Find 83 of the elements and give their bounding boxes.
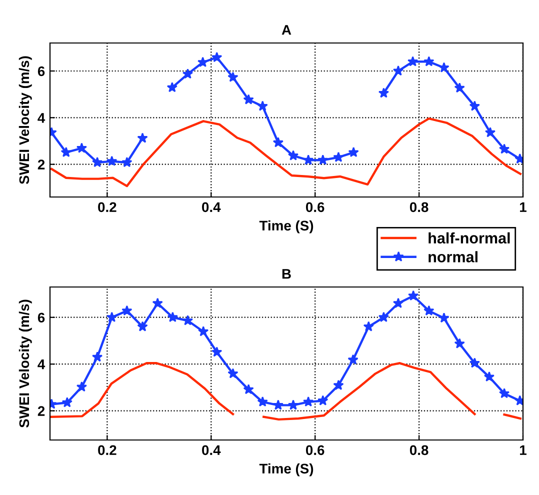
point (228, 368, 238, 378)
legend-label: normal (428, 251, 478, 262)
point (167, 312, 178, 322)
point (272, 137, 284, 148)
y-tick-label: 6 (38, 66, 45, 76)
y-tick-label: 4 (38, 360, 46, 370)
point (257, 100, 268, 111)
point (498, 144, 510, 154)
point (438, 62, 450, 72)
point (484, 127, 496, 138)
point (92, 156, 103, 168)
y-tick-label: 6 (38, 312, 45, 323)
point (243, 384, 254, 394)
y-axis-title: SWEI Velocity (m/s) (18, 300, 32, 428)
x-tick-label: 1 (520, 202, 526, 212)
y-tick-label: 4 (38, 113, 46, 123)
point (469, 100, 480, 111)
point (272, 400, 284, 410)
x-tick-label: 0.6 (306, 445, 324, 456)
point (333, 152, 344, 162)
point (182, 315, 194, 326)
point (454, 338, 465, 348)
point (303, 154, 314, 165)
point (333, 380, 344, 390)
point (76, 142, 88, 153)
point (76, 381, 88, 392)
point (484, 371, 495, 382)
point (152, 298, 163, 308)
y-axis-title: SWEI Velocity (m/s) (18, 56, 32, 184)
line-series (50, 117, 522, 188)
point (198, 326, 209, 336)
point (228, 72, 238, 82)
point (407, 56, 418, 66)
x-tick-label: 0.4 (202, 202, 221, 212)
point (197, 56, 208, 67)
y-tick-label: 2 (38, 160, 45, 170)
point (106, 156, 118, 166)
point (392, 65, 404, 76)
point (469, 358, 480, 368)
x-tick-label: 0.8 (410, 202, 428, 212)
point (378, 312, 390, 322)
point (122, 156, 132, 168)
point (392, 298, 404, 308)
point (303, 396, 314, 407)
x-tick-label: 0.6 (306, 202, 324, 212)
point (348, 146, 359, 158)
x-tick-label: 0.8 (410, 445, 428, 456)
point (257, 396, 268, 407)
point (288, 150, 299, 160)
point (288, 400, 299, 410)
point (438, 312, 450, 323)
x-tick-label: 1 (520, 445, 526, 455)
point (137, 321, 148, 332)
point (182, 68, 194, 79)
point (318, 154, 328, 165)
point (62, 397, 72, 408)
x-tick-label: 0.2 (98, 445, 116, 456)
point (212, 346, 222, 357)
point (212, 52, 222, 62)
point (318, 395, 328, 406)
x-axis-title: Time (S) (259, 463, 314, 476)
legend-label: half-normal (428, 232, 510, 244)
chart-title: B (282, 269, 291, 279)
point (137, 132, 148, 143)
point (498, 388, 510, 398)
point (60, 146, 72, 158)
point (363, 321, 374, 332)
point (122, 305, 132, 316)
point (92, 352, 103, 362)
point (454, 82, 465, 93)
point (424, 305, 434, 316)
x-axis-title: Time (S) (259, 220, 314, 234)
point (243, 94, 254, 104)
y-tick-label: 2 (38, 406, 45, 416)
point (106, 312, 118, 322)
point (378, 88, 390, 98)
x-tick-label: 0.4 (202, 445, 221, 456)
point (408, 290, 419, 301)
point (166, 82, 178, 92)
point (348, 354, 358, 365)
x-tick-label: 0.2 (98, 202, 116, 212)
chart-title: A (282, 25, 292, 35)
point (424, 56, 434, 66)
